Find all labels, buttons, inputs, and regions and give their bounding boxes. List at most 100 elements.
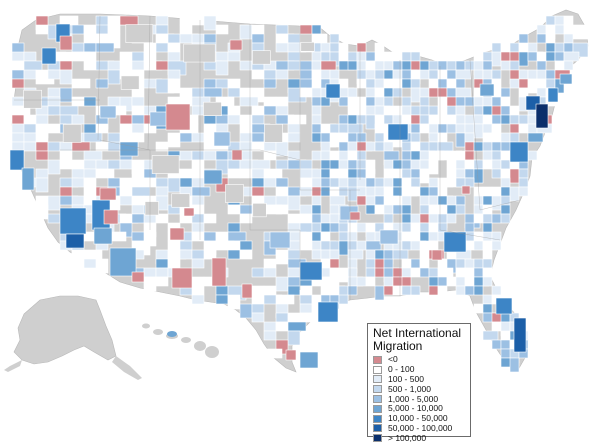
county (203, 114, 217, 125)
county (227, 51, 241, 62)
county (446, 69, 457, 80)
county (11, 60, 25, 71)
county (71, 249, 85, 265)
county (191, 258, 205, 269)
county (347, 222, 358, 233)
county (47, 96, 61, 107)
county (356, 222, 367, 233)
county (95, 159, 109, 170)
county (71, 42, 85, 53)
county (428, 195, 439, 206)
county (518, 123, 529, 134)
county (83, 96, 97, 107)
county (392, 249, 409, 260)
county (518, 78, 529, 89)
county-high-migration (479, 83, 495, 97)
county (329, 195, 346, 206)
county (356, 78, 367, 89)
county (446, 195, 457, 206)
county (419, 213, 430, 224)
county (11, 114, 25, 125)
county (95, 168, 115, 179)
county (383, 186, 394, 197)
county (491, 321, 502, 332)
county (374, 267, 385, 278)
county (437, 132, 448, 143)
county (419, 87, 430, 98)
county (500, 96, 511, 107)
county (419, 168, 430, 184)
county (410, 177, 421, 188)
county (251, 177, 265, 188)
county (329, 276, 340, 287)
county (482, 159, 493, 170)
aleutians (4, 360, 22, 372)
county (356, 186, 367, 197)
county-high-migration (59, 207, 87, 235)
county (239, 249, 253, 260)
county (365, 69, 376, 80)
county (329, 159, 340, 170)
county (383, 159, 394, 170)
county (419, 123, 430, 134)
county (275, 24, 289, 35)
county (464, 276, 475, 287)
county (131, 105, 145, 116)
county (401, 276, 412, 287)
county (527, 114, 538, 125)
county (419, 114, 430, 125)
county-no-data (203, 101, 222, 116)
county-high-migration (559, 73, 573, 85)
county (119, 15, 139, 26)
county (203, 123, 217, 134)
county (299, 186, 313, 197)
county (374, 132, 385, 143)
county (215, 150, 229, 161)
legend-label: > 100,000 (388, 432, 427, 443)
county (215, 60, 229, 76)
hawaii-island (153, 329, 163, 335)
county (473, 51, 484, 62)
county (239, 303, 253, 319)
county (11, 132, 25, 143)
county (383, 114, 394, 125)
county (374, 177, 385, 188)
county (251, 132, 265, 143)
state-border (99, 139, 151, 151)
county (227, 159, 241, 170)
county (23, 114, 37, 125)
county (71, 96, 85, 107)
county (491, 339, 502, 350)
county (554, 78, 565, 94)
legend-label: 500 - 1,000 (388, 383, 432, 394)
county (11, 78, 25, 89)
county (167, 132, 181, 148)
legend-label: 100 - 500 (388, 373, 424, 384)
county (455, 105, 466, 116)
county (215, 24, 229, 35)
county (179, 15, 193, 26)
county (356, 51, 367, 62)
county (491, 195, 502, 211)
county (227, 294, 241, 310)
county (464, 150, 475, 161)
county (119, 60, 133, 71)
county (47, 105, 61, 116)
county (179, 168, 193, 179)
county (365, 267, 376, 278)
county (455, 276, 466, 287)
county (299, 312, 319, 323)
county (383, 204, 394, 215)
county (410, 114, 421, 125)
county (239, 213, 253, 224)
legend-label: <0 (388, 354, 398, 365)
county (119, 159, 133, 170)
county (155, 276, 169, 287)
county (191, 294, 205, 305)
county-no-data (171, 193, 191, 208)
county (401, 114, 412, 125)
map-legend: Net International Migration <0 0 - 100 100… (367, 323, 471, 443)
county (482, 258, 493, 269)
county (383, 51, 394, 62)
legend-swatch (373, 434, 382, 443)
